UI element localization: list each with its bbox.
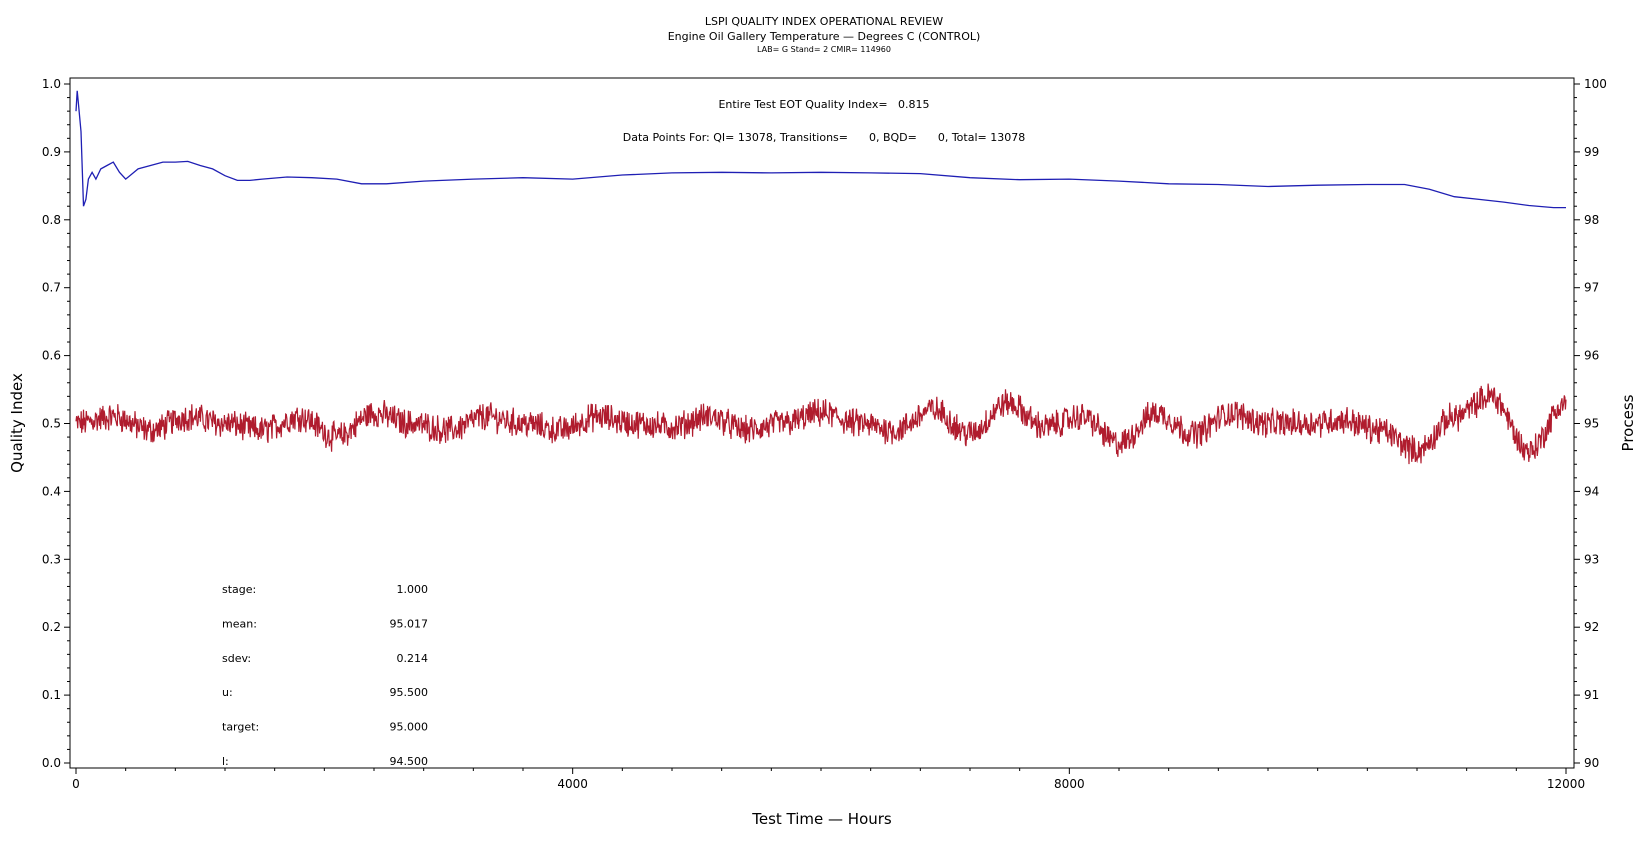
stat-value: 95.500 [390,686,429,699]
stat-value: 94.500 [390,755,429,768]
stat-label: mean: [222,617,257,630]
x-tick-label: 12000 [1547,777,1585,791]
left-tick-label: 0.5 [42,417,61,431]
left-tick-label: 0.0 [42,756,61,770]
y-axis-label-right: Process [1619,394,1637,451]
left-tick-label: 0.7 [42,281,61,295]
x-axis: 0 4000 8000 12000 [72,768,1585,791]
quality-index-series-line [75,90,1566,209]
x-axis-label: Test Time — Hours [751,810,892,828]
right-tick-label: 92 [1584,620,1599,634]
process-series-line [75,383,1567,465]
right-axis: 90 91 92 93 94 95 96 97 98 99 100 [1574,77,1607,770]
left-tick-label: 0.2 [42,620,61,634]
right-tick-label: 94 [1584,484,1599,498]
chart-subtitle: Engine Oil Gallery Temperature — Degrees… [668,30,981,43]
data-points-annotation: Data Points For: QI= 13078, Transitions=… [623,131,1025,144]
right-tick-label: 91 [1584,688,1599,702]
stat-label: stage: [222,583,256,596]
stat-value: 0.214 [397,652,429,665]
stat-label: u: [222,686,233,699]
right-tick-label: 90 [1584,756,1599,770]
chart-title: LSPI QUALITY INDEX OPERATIONAL REVIEW [705,15,943,28]
left-tick-label: 0.1 [42,688,61,702]
y-axis-label-left: Quality Index [8,373,26,473]
stat-value: 95.000 [390,721,429,734]
stat-label: target: [222,721,259,734]
quality-index-annotation: Entire Test EOT Quality Index= 0.815 [718,98,929,111]
chart-subtitle-2: LAB= G Stand= 2 CMIR= 114960 [757,45,891,54]
left-tick-label: 0.8 [42,213,61,227]
x-tick-label: 4000 [557,777,588,791]
x-tick-label: 0 [72,777,80,791]
left-tick-label: 1.0 [42,77,61,91]
right-tick-label: 99 [1584,145,1599,159]
stat-label: l: [222,755,229,768]
left-tick-label: 0.4 [42,484,61,498]
right-tick-label: 93 [1584,552,1599,566]
stat-label: sdev: [222,652,251,665]
right-tick-label: 97 [1584,281,1599,295]
stat-value: 1.000 [397,583,429,596]
left-tick-label: 0.6 [42,349,61,363]
right-tick-label: 95 [1584,417,1599,431]
left-axis: 0.0 0.1 0.2 0.3 0.4 0.5 0.6 0.7 0.8 0.9 1.0 [42,77,70,770]
stat-value: 95.017 [390,617,429,630]
left-tick-label: 0.3 [42,552,61,566]
right-tick-label: 96 [1584,349,1599,363]
right-tick-label: 98 [1584,213,1599,227]
stats-block: stage: 1.000 mean: 95.017 sdev: 0.214 u: 95.500… [222,583,428,768]
right-tick-label: 100 [1584,77,1607,91]
x-tick-label: 8000 [1054,777,1085,791]
left-tick-label: 0.9 [42,145,61,159]
